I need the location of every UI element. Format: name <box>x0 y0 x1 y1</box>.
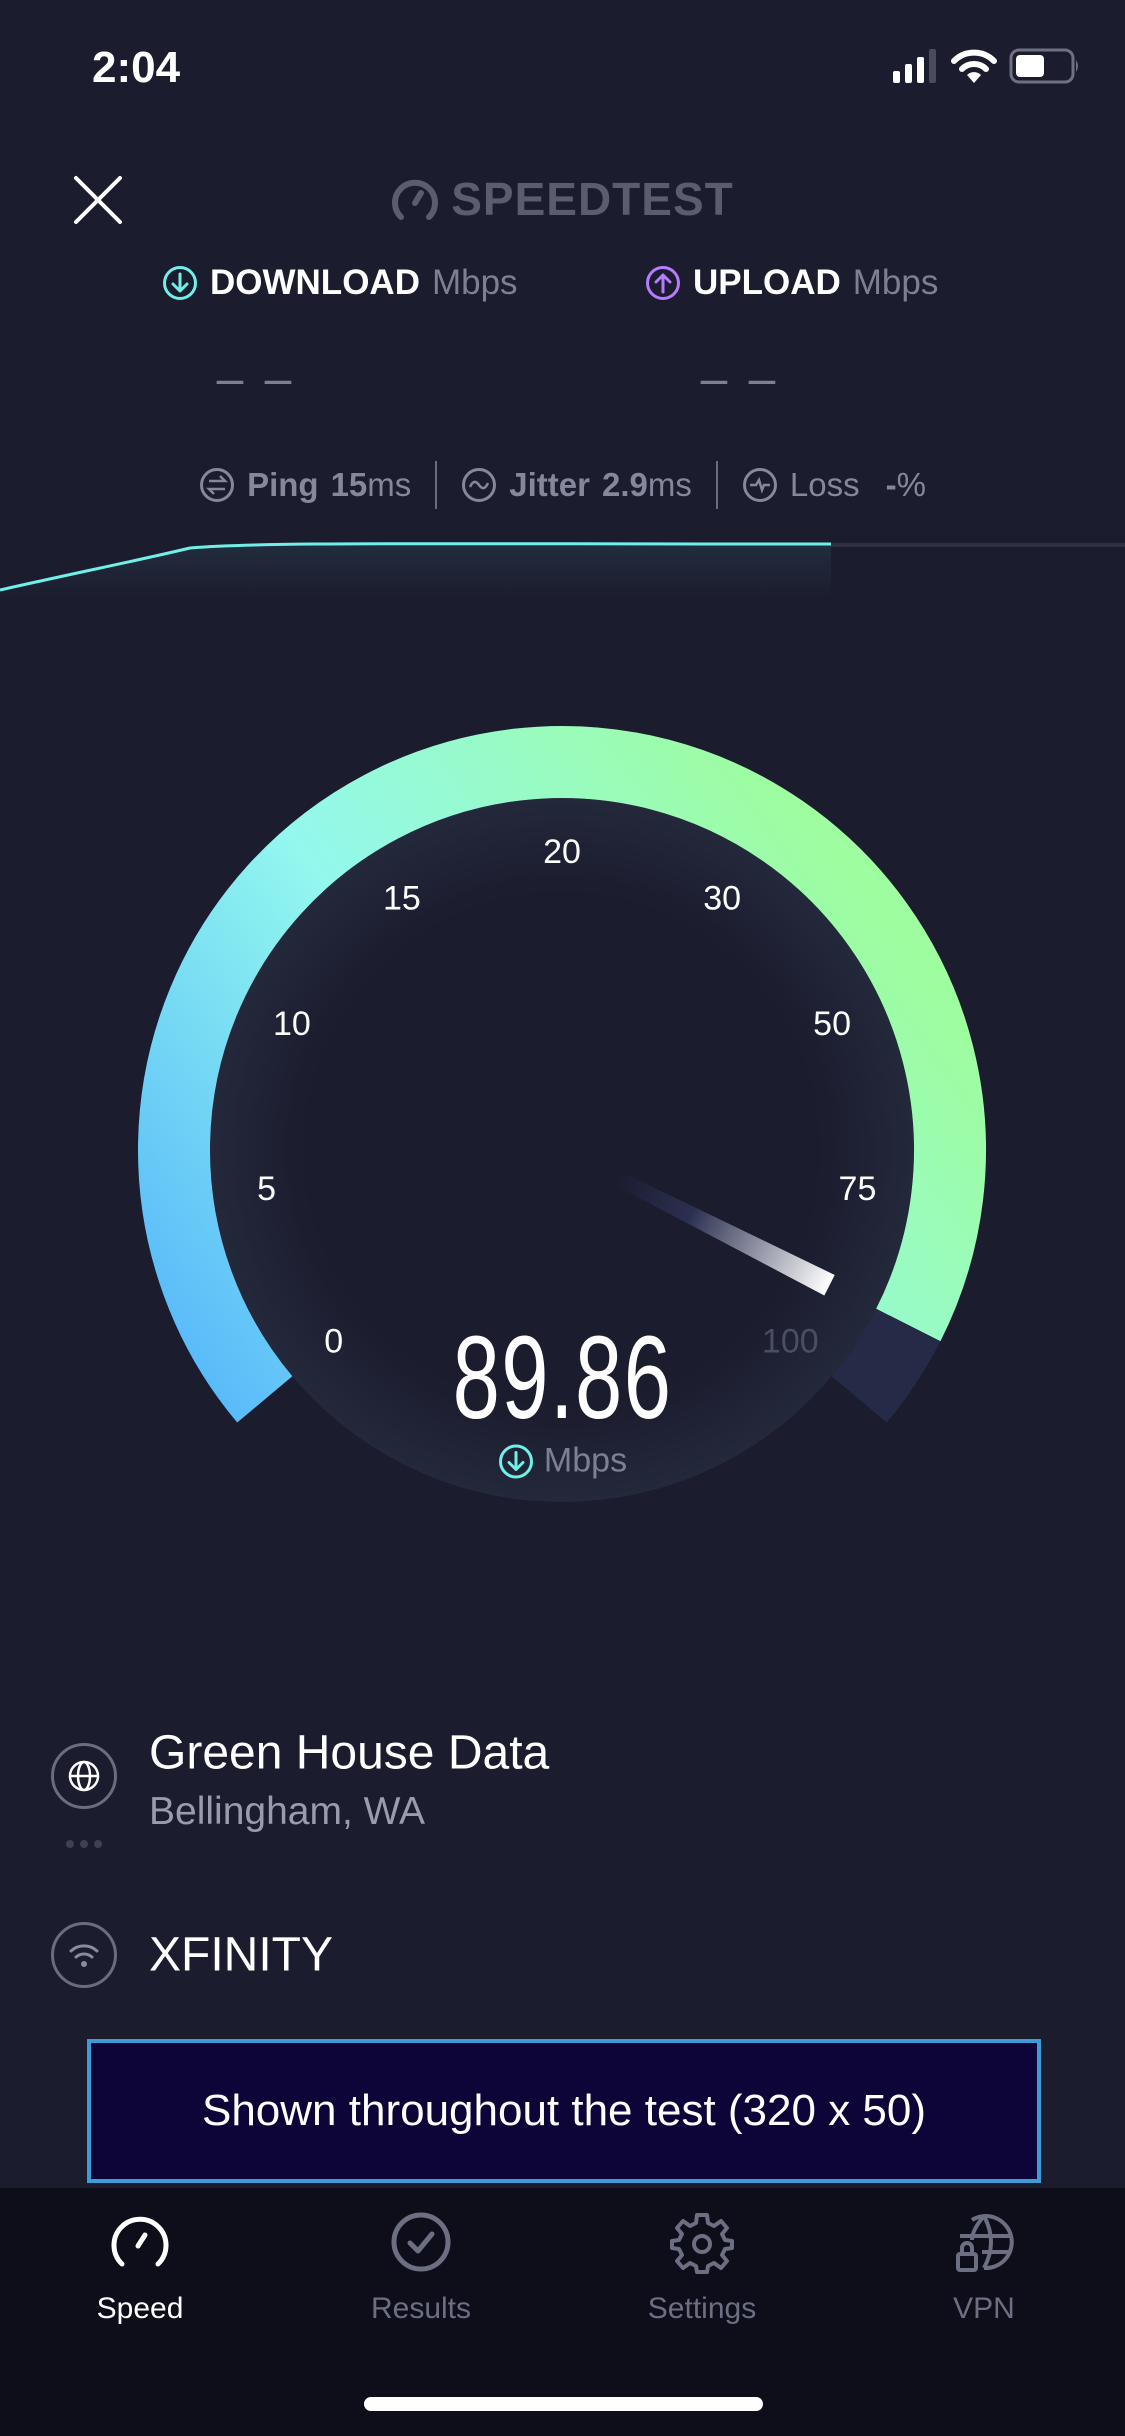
gauge-tick-label: 20 <box>543 833 581 871</box>
gauge-tick-label: 30 <box>703 880 741 918</box>
tab-label: Settings <box>647 2292 757 2325</box>
server-name[interactable]: Green House Data <box>149 1726 550 1780</box>
gauge-tick-label: 100 <box>762 1323 819 1361</box>
gauge-arc-remaining <box>831 1308 941 1423</box>
gauge-needle <box>611 1170 835 1296</box>
jitter-unit: ms <box>647 466 692 503</box>
ping-unit: ms <box>367 466 412 503</box>
wifi-icon <box>69 1944 99 1967</box>
globe-icon <box>68 1760 100 1792</box>
gauge-tick-label: 15 <box>383 880 421 918</box>
more-dots-icon <box>66 1840 102 1848</box>
server-location: Bellingham, WA <box>149 1790 425 1833</box>
check-circle-icon <box>391 2212 451 2272</box>
ping-value: 15 <box>330 466 368 503</box>
download-header: DOWNLOAD Mbps <box>162 263 518 303</box>
battery-icon <box>1009 48 1078 84</box>
ping-icon <box>200 468 235 502</box>
loss-value: - <box>885 466 897 503</box>
gauge-inner-ring <box>210 798 914 1502</box>
upload-header: UPLOAD Mbps <box>645 263 938 303</box>
speedometer-icon <box>111 2216 169 2267</box>
tab-label: VPN <box>953 2292 1015 2325</box>
loss-unit: % <box>896 466 926 503</box>
gauge-tick-label: 5 <box>257 1170 276 1208</box>
loss-icon <box>742 468 777 502</box>
tab-bar <box>0 2188 1125 2436</box>
stats-divider <box>715 461 718 509</box>
gauge-tick-label: 75 <box>839 1170 877 1208</box>
loss-label: Loss <box>789 466 860 503</box>
status-time: 2:04 <box>92 43 181 92</box>
speedometer-logo-icon <box>392 179 439 220</box>
ping-label: Ping <box>247 466 319 503</box>
change-server-button[interactable] <box>51 1743 117 1809</box>
tab-speed[interactable]: Speed <box>40 2210 240 2326</box>
gear-icon <box>670 2213 734 2274</box>
ad-banner[interactable]: Shown throughout the test (320 x 50) <box>87 2039 1041 2183</box>
status-icons <box>893 48 1081 84</box>
progress-graph-fill <box>0 543 831 600</box>
tab-label: Speed <box>96 2292 184 2325</box>
tab-vpn[interactable]: VPN <box>884 2210 1084 2326</box>
tab-settings[interactable]: Settings <box>602 2210 802 2326</box>
upload-label: UPLOAD <box>693 263 841 302</box>
cellular-signal-icon <box>893 49 936 83</box>
latency-stats: Ping 15ms Jitter 2.9ms Loss -% <box>0 461 1125 509</box>
logo-text: SPEEDTEST <box>451 173 734 225</box>
jitter-stat: Jitter 2.9ms <box>437 466 716 504</box>
close-button[interactable] <box>70 172 126 228</box>
current-speed-value: 89.86 <box>452 1312 673 1444</box>
isp-icon-container <box>51 1922 117 1988</box>
current-speed-unit: Mbps <box>0 1442 1125 1481</box>
upload-value: – – <box>700 352 780 406</box>
ad-text: Shown throughout the test (320 x 50) <box>201 2086 927 2135</box>
upload-unit: Mbps <box>852 263 939 302</box>
gauge-tick-label: 10 <box>273 1005 311 1043</box>
download-arrow-icon <box>498 1444 533 1478</box>
home-indicator[interactable] <box>364 2397 763 2411</box>
download-arrow-icon <box>163 266 197 300</box>
gauge-tick-label: 50 <box>813 1005 851 1043</box>
download-unit: Mbps <box>431 263 518 302</box>
stats-divider <box>435 461 438 509</box>
globe-lock-icon <box>956 2214 1014 2272</box>
jitter-value: 2.9 <box>601 466 648 503</box>
isp-name: XFINITY <box>149 1928 334 1982</box>
download-value: – – <box>216 352 296 406</box>
gauge-unit-label: Mbps <box>543 1441 628 1480</box>
progress-graph-line <box>0 542 832 592</box>
ping-stat: Ping 15ms <box>175 466 435 504</box>
jitter-label: Jitter <box>509 466 590 503</box>
tab-label: Results <box>370 2292 472 2325</box>
gauge-arc-filled <box>138 726 986 1423</box>
speedtest-logo: SPEEDTEST <box>0 172 1125 226</box>
jitter-icon <box>462 468 497 502</box>
gauge-tick-label: 0 <box>324 1323 343 1361</box>
loss-stat: Loss -% <box>718 466 950 504</box>
wifi-icon <box>951 49 997 83</box>
download-label: DOWNLOAD <box>210 263 420 302</box>
tab-results[interactable]: Results <box>321 2210 521 2326</box>
upload-arrow-icon <box>646 266 680 300</box>
